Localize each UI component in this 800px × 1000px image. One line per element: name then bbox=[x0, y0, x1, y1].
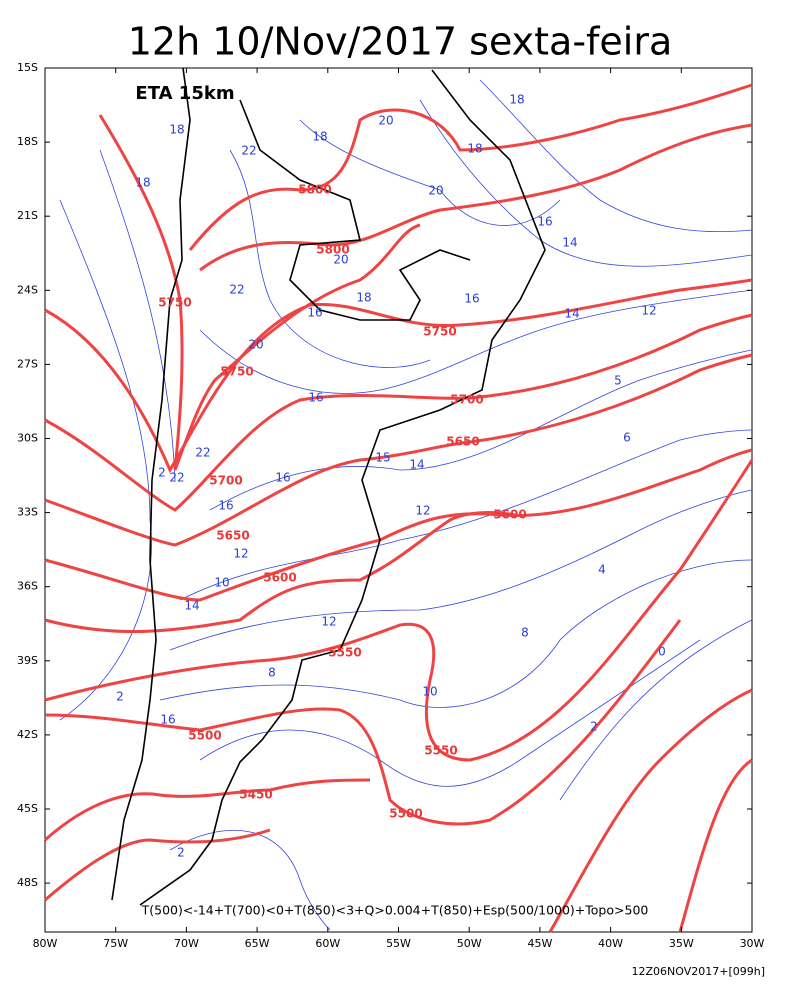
height-contours bbox=[44, 83, 754, 933]
run-label: 12Z06NOV2017+[099h] bbox=[631, 965, 765, 978]
temperature-contour-label: 16 bbox=[308, 391, 323, 405]
height-contour-label: 5750 bbox=[423, 325, 456, 339]
lon-label: 50W bbox=[457, 937, 482, 950]
lon-label: 40W bbox=[598, 937, 623, 950]
lat-label: 30S bbox=[17, 432, 38, 445]
temperature-contour-label: 2 bbox=[116, 690, 124, 704]
temperature-contour-label: 22 bbox=[195, 446, 210, 460]
temperature-contour-label: 18 bbox=[135, 176, 150, 190]
height-contour-label: 5800 bbox=[298, 183, 331, 197]
temperature-contour-label: 18 bbox=[169, 123, 184, 137]
temperature-contour-label: 2 bbox=[590, 720, 598, 734]
lon-label: 35W bbox=[669, 937, 694, 950]
temperature-contour-label: 22 bbox=[241, 144, 256, 158]
temperature-contour-label: 0 bbox=[658, 645, 666, 659]
height-contour-label: 5750 bbox=[158, 296, 191, 310]
temperature-contour-label: 2 bbox=[177, 846, 185, 860]
model-label: ETA 15km bbox=[135, 83, 234, 104]
temperature-contour-label: 4 bbox=[598, 563, 606, 577]
temperature-contour-label: 20 bbox=[378, 114, 393, 128]
temperature-contour-label: 10 bbox=[422, 685, 437, 699]
temperature-contour-label: 16 bbox=[537, 215, 552, 229]
temperature-contour-label: 12 bbox=[415, 504, 430, 518]
map-frame bbox=[44, 67, 753, 933]
height-contour-label: 5550 bbox=[424, 744, 457, 758]
lat-label: 18S bbox=[17, 135, 38, 148]
map-title: 12h 10/Nov/2017 sexta-feira bbox=[128, 20, 673, 64]
temperature-contour-label: 18 bbox=[356, 291, 371, 305]
temperature-contour-label: 6 bbox=[623, 431, 631, 445]
lon-label: 45W bbox=[527, 937, 552, 950]
lon-label: 55W bbox=[386, 937, 411, 950]
blue-isotherms bbox=[59, 79, 753, 931]
lat-label: 48S bbox=[17, 876, 38, 889]
temperature-contour-label: 16 bbox=[218, 499, 233, 513]
lat-label: 15S bbox=[17, 61, 38, 74]
temperature-contour-label: 2 bbox=[158, 466, 166, 480]
temperature-contour-label: 14 bbox=[409, 458, 424, 472]
temperature-contour-label: 16 bbox=[307, 306, 322, 320]
height-contour-label: 5500 bbox=[389, 807, 422, 821]
temperature-contour-label: 8 bbox=[521, 626, 529, 640]
lon-label: 60W bbox=[315, 937, 340, 950]
temperature-contour-label: 18 bbox=[509, 93, 524, 107]
lat-label: 42S bbox=[17, 728, 38, 741]
temperature-contour-label: 12 bbox=[641, 304, 656, 318]
height-contour-label: 5700 bbox=[450, 393, 483, 407]
height-contour-label: 5600 bbox=[263, 571, 296, 585]
temperature-contour-label: 16 bbox=[464, 292, 479, 306]
lon-label: 65W bbox=[245, 937, 270, 950]
temperature-contour-label: 12 bbox=[233, 547, 248, 561]
legend-text: T(500)<-14+T(700)<0+T(850)<3+Q>0.004+T(8… bbox=[141, 903, 649, 918]
temperature-contour-label: 20 bbox=[428, 184, 443, 198]
height-contour-label: 5550 bbox=[328, 646, 361, 660]
height-contour-label: 5650 bbox=[446, 435, 479, 449]
temperature-contour-label: 18 bbox=[467, 142, 482, 156]
temperature-contour-label: 8 bbox=[268, 666, 276, 680]
temperature-contour-label: 14 bbox=[562, 236, 577, 250]
temperature-contour-label: 22 bbox=[229, 283, 244, 297]
height-contour-label: 5500 bbox=[188, 729, 221, 743]
lat-label: 24S bbox=[17, 283, 38, 296]
lat-label: 21S bbox=[17, 209, 38, 222]
coastline bbox=[111, 67, 546, 906]
temperature-contour-label: 20 bbox=[248, 338, 263, 352]
temperature-contour-label: 14 bbox=[184, 599, 199, 613]
temperature-contour-label: 16 bbox=[275, 471, 290, 485]
temperature-contour-label: 16 bbox=[160, 713, 175, 727]
lon-label: 30W bbox=[740, 937, 765, 950]
height-contour-label: 5750 bbox=[220, 365, 253, 379]
lon-label: 75W bbox=[103, 937, 128, 950]
temperature-contour-label: 20 bbox=[333, 253, 348, 267]
lat-label: 36S bbox=[17, 580, 38, 593]
height-contour-label: 5450 bbox=[239, 788, 272, 802]
height-contour-label: 5650 bbox=[216, 529, 249, 543]
temperature-contour-label: 18 bbox=[312, 130, 327, 144]
height-contour-label: 5700 bbox=[209, 474, 242, 488]
lat-label: 33S bbox=[17, 506, 38, 519]
temperature-contour-label: 12 bbox=[321, 615, 336, 629]
lat-label: 45S bbox=[17, 802, 38, 815]
lat-label: 39S bbox=[17, 654, 38, 667]
temperature-contour-label: 22 bbox=[169, 471, 184, 485]
lon-label: 80W bbox=[33, 937, 58, 950]
lon-label: 70W bbox=[174, 937, 199, 950]
lat-label: 27S bbox=[17, 357, 38, 370]
height-contour-label: 5600 bbox=[493, 508, 526, 522]
temperature-contour-label: 15 bbox=[375, 451, 390, 465]
height-contour-label: 5800 bbox=[316, 243, 349, 257]
temperature-contour-label: 14 bbox=[564, 307, 579, 321]
temperature-contour-label: 10 bbox=[214, 576, 229, 590]
temperature-contour-label: 5 bbox=[614, 374, 622, 388]
